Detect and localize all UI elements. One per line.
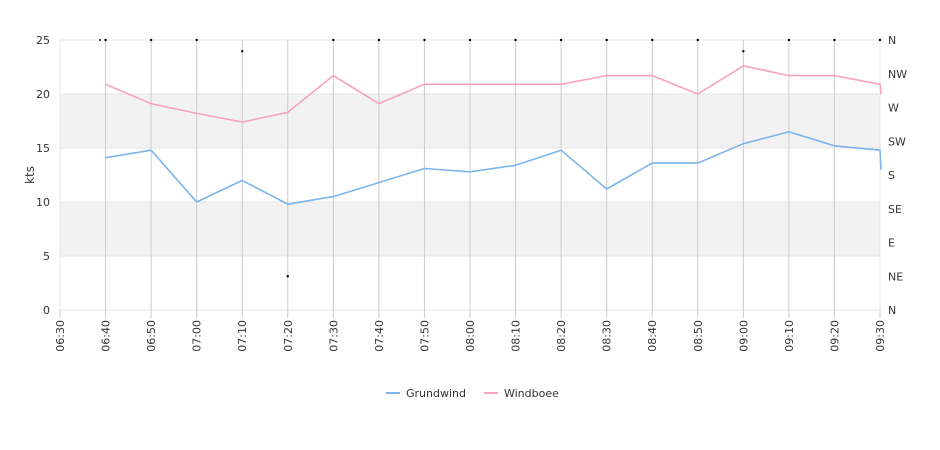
x-tick-label: 07:50 [418, 320, 431, 352]
direction-marker [332, 38, 335, 42]
direction-axis-label: NW [888, 68, 907, 81]
y-tick-label: 20 [36, 88, 50, 101]
direction-marker [833, 38, 836, 42]
direction-marker [878, 38, 882, 42]
direction-marker [195, 38, 198, 42]
direction-marker [696, 38, 699, 42]
direction-marker [559, 38, 563, 42]
y-axis-left: 0 5 10 15 20 25 [36, 34, 50, 317]
direction-marker [423, 38, 426, 42]
x-tick-label: 08:00 [464, 320, 477, 352]
direction-marker [742, 50, 745, 53]
direction-axis-label: N [888, 34, 896, 47]
y-tick-label: 10 [36, 196, 50, 209]
legend-label: Windboee [504, 387, 559, 400]
y-axis-title: kts [23, 166, 37, 184]
y-tick-label: 15 [36, 142, 50, 155]
x-tick-label: 09:30 [874, 320, 887, 352]
x-tick-label: 06:40 [100, 320, 113, 352]
direction-marker [104, 38, 107, 42]
legend[interactable]: Grundwind Windboee [386, 387, 559, 400]
x-tick-label: 09:20 [828, 320, 841, 352]
direction-axis-label: SE [888, 203, 902, 216]
x-tick-label: 07:10 [236, 320, 249, 352]
x-tick-label: 09:00 [737, 320, 750, 352]
direction-axis-label: NE [888, 270, 903, 283]
gridlines [59, 39, 881, 318]
direction-marker [514, 38, 517, 42]
series-lines [105, 65, 882, 205]
x-tick-label: 07:20 [282, 320, 295, 352]
direction-marker [149, 38, 153, 42]
direction-marker [241, 50, 244, 53]
x-tick-label: 08:10 [510, 320, 523, 352]
direction-markers [99, 38, 882, 278]
direction-axis-label: SW [888, 135, 906, 148]
direction-axis-label: S [888, 169, 895, 182]
direction-axis-label: E [888, 237, 895, 250]
x-tick-label: 06:30 [54, 320, 67, 352]
legend-item[interactable]: Grundwind [386, 387, 466, 400]
x-tick-label: 07:40 [373, 320, 386, 352]
x-tick-label: 07:00 [191, 320, 204, 352]
direction-axis-label: N [888, 304, 896, 317]
direction-marker [605, 38, 608, 42]
series-line-grundwind [105, 131, 882, 205]
y-tick-label: 5 [43, 250, 50, 263]
direction-marker [651, 38, 654, 42]
x-tick-label: 08:40 [646, 320, 659, 352]
x-tick-label: 08:30 [601, 320, 614, 352]
y-axis-right: N NE E SE S SW W NW N [888, 34, 907, 317]
direction-marker [286, 275, 289, 278]
series-line-windboee [105, 65, 882, 123]
y-tick-label: 0 [43, 304, 50, 317]
legend-item[interactable]: Windboee [483, 387, 559, 400]
y-tick-label: 25 [36, 34, 50, 47]
x-tick-label: 09:10 [783, 320, 796, 352]
direction-axis-label: W [888, 102, 899, 115]
legend-label: Grundwind [406, 387, 466, 400]
x-tick-label: 07:30 [327, 320, 340, 352]
direction-marker [787, 38, 791, 42]
direction-marker [99, 39, 101, 41]
x-tick-label: 08:20 [555, 320, 568, 352]
x-axis: 06:30 06:40 06:50 07:00 07:10 07:20 07:30 07:40… [54, 320, 887, 352]
direction-marker [377, 38, 381, 42]
x-tick-label: 06:50 [145, 320, 158, 352]
x-tick-label: 08:50 [692, 320, 705, 352]
direction-marker [468, 38, 472, 42]
